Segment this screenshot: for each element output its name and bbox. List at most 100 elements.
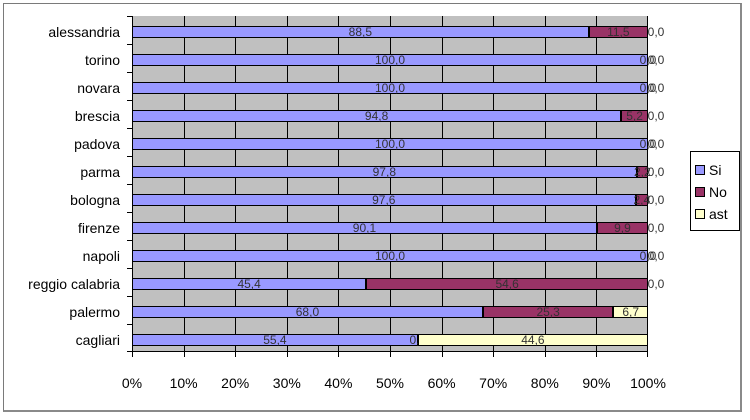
x-tick-label: 70% [479, 375, 508, 391]
y-axis-line [132, 16, 133, 352]
data-label: 0,0 [647, 193, 665, 207]
data-label: 6,7 [622, 305, 640, 319]
data-label: 100,0 [374, 249, 406, 263]
data-label: 88,5 [348, 25, 373, 39]
data-label: 0,0 [639, 53, 657, 67]
legend-label: Si [709, 162, 722, 178]
bar-segment-no [636, 166, 648, 178]
category-label: alessandria [48, 24, 120, 40]
x-tick-label: 0% [121, 375, 143, 391]
bar-segment-no [366, 278, 648, 290]
vertical-gridline [493, 16, 494, 352]
vertical-gridline [184, 16, 185, 352]
vertical-gridline [390, 16, 391, 352]
y-tick-mark [127, 212, 132, 213]
data-label: 0,0 [647, 249, 665, 263]
vertical-gridline [287, 16, 288, 352]
vertical-gridline [442, 16, 443, 352]
bar-segment-si [132, 306, 483, 318]
data-label: 0,0 [647, 277, 665, 291]
data-label: 2,4 [633, 193, 651, 207]
bar-segment-si [132, 334, 418, 346]
category-label: firenze [77, 220, 120, 236]
data-label: 90,1 [352, 221, 377, 235]
category-label: reggio calabria [28, 276, 120, 292]
x-tick-label: 100% [630, 375, 666, 391]
vertical-gridline [647, 16, 648, 352]
x-tick-mark [287, 352, 288, 357]
x-tick-label: 20% [221, 375, 250, 391]
category-label: brescia [74, 108, 120, 124]
y-tick-mark [127, 268, 132, 269]
category-label: bologna [70, 192, 120, 208]
vertical-gridline [545, 16, 546, 352]
data-label: 0,0 [647, 221, 665, 235]
category-label: palermo [69, 304, 120, 320]
bar-segment-ast [417, 334, 648, 346]
bar-segment-si [132, 138, 648, 150]
x-tick-label: 50% [375, 375, 405, 391]
x-tick-mark [235, 352, 236, 357]
data-label: 0,0 [639, 137, 657, 151]
data-label: 0,0 [639, 81, 657, 95]
bar-segment-ast [613, 306, 648, 318]
data-label: 25,3 [536, 305, 560, 319]
bar-segment-no [482, 306, 614, 318]
data-label: 97,6 [372, 193, 396, 207]
data-label: 2,2 [633, 165, 651, 179]
data-label: 0,0 [647, 165, 665, 179]
data-label: 5,2 [626, 109, 643, 123]
data-label: 55,4 [263, 333, 287, 347]
data-label: 100,0 [374, 53, 406, 67]
bar-segment-no [596, 222, 648, 234]
y-tick-mark [127, 156, 132, 157]
data-label: 97,8 [372, 165, 396, 179]
legend-swatch-ast-icon [695, 209, 705, 219]
data-label: 100,0 [374, 81, 406, 95]
y-tick-mark [127, 44, 132, 45]
category-label: parma [80, 164, 120, 180]
x-tick-label: 10% [169, 375, 198, 391]
data-label: 94,8 [364, 109, 389, 123]
legend-label: ast [709, 206, 728, 222]
data-label: 0,0 [647, 53, 665, 67]
data-label: 44,6 [521, 333, 545, 347]
y-tick-mark [127, 324, 132, 325]
vertical-gridline [596, 16, 597, 352]
x-tick-label: 90% [582, 375, 611, 391]
legend-label: No [709, 184, 727, 200]
bar-segment-si [132, 278, 367, 290]
category-label: cagliari [75, 332, 120, 348]
y-tick-mark [127, 184, 132, 185]
vertical-gridline [235, 16, 236, 352]
plot-area [127, 16, 648, 357]
x-tick-label: 60% [427, 375, 456, 391]
bar-segment-si [132, 166, 637, 178]
bar-segment-si [132, 222, 597, 234]
bar-segment-si [132, 250, 648, 262]
data-label: 68,0 [295, 305, 320, 319]
category-label: padova [74, 136, 120, 152]
y-tick-mark [127, 100, 132, 101]
x-tick-label: 30% [272, 375, 301, 391]
x-tick-mark [442, 352, 443, 357]
x-tick-mark [132, 352, 133, 357]
y-tick-mark [127, 240, 132, 241]
data-label: 9,9 [614, 221, 631, 235]
y-tick-mark [127, 351, 132, 352]
category-label: napoli [82, 248, 120, 264]
bar-segment-si [132, 54, 648, 66]
x-tick-mark [647, 352, 648, 357]
x-tick-mark [545, 352, 546, 357]
y-tick-mark [127, 128, 132, 129]
data-label: 0,0 [647, 109, 665, 123]
y-tick-mark [127, 296, 132, 297]
vertical-gridline [338, 16, 339, 352]
legend-swatch-si-icon [695, 165, 705, 175]
data-label: 0,0 [647, 25, 665, 39]
y-tick-mark [127, 16, 132, 17]
x-tick-mark [338, 352, 339, 357]
bar-segment-si [132, 26, 589, 38]
data-label: 11,5 [607, 25, 630, 39]
x-tick-mark [390, 352, 391, 357]
